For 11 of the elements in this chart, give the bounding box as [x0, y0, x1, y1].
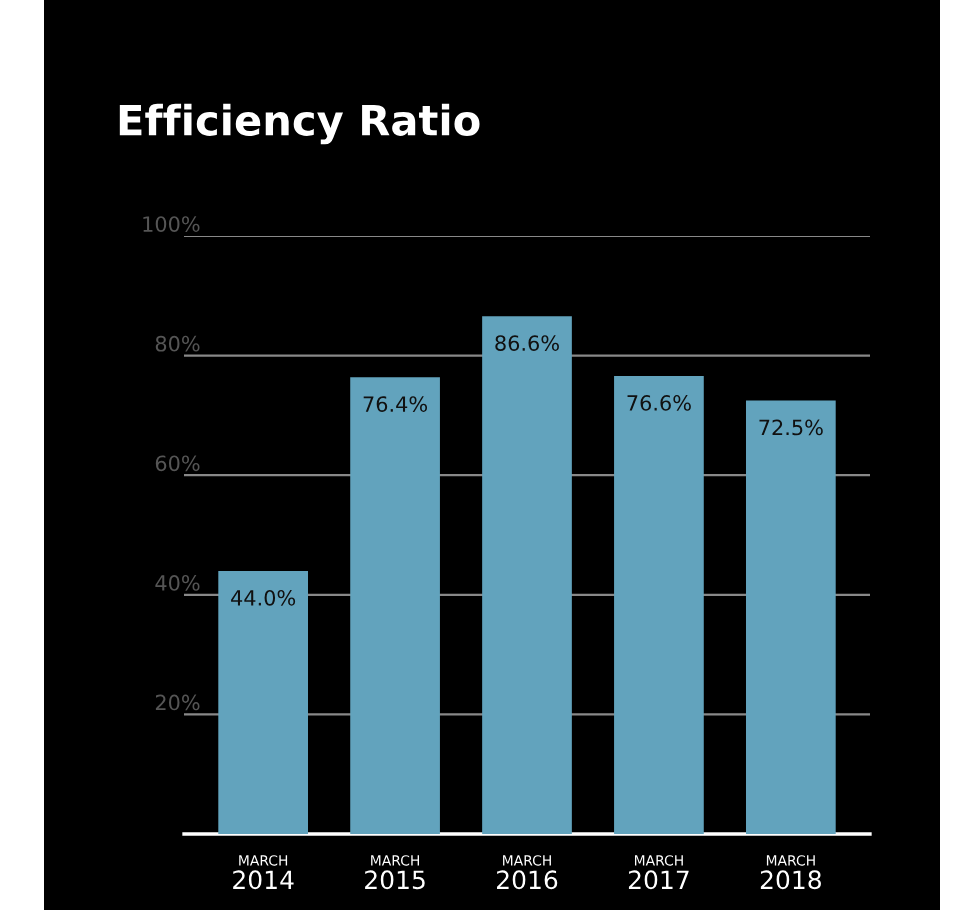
data-label: 76.4%	[363, 396, 428, 412]
y-tick-label: 60%	[155, 455, 200, 472]
data-label: 76.6%	[627, 395, 691, 411]
data-label: 86.6%	[495, 335, 559, 351]
y-tick-label: 80%	[155, 335, 200, 352]
data-label: 72.5%	[759, 419, 823, 436]
data-label: 44.0%	[231, 589, 296, 606]
y-tick-label: 20%	[155, 694, 200, 711]
y-tick-label: 40%	[155, 575, 200, 591]
chart-title: Efficiency Ratio	[119, 103, 480, 145]
y-tick-label: 100%	[143, 216, 200, 232]
